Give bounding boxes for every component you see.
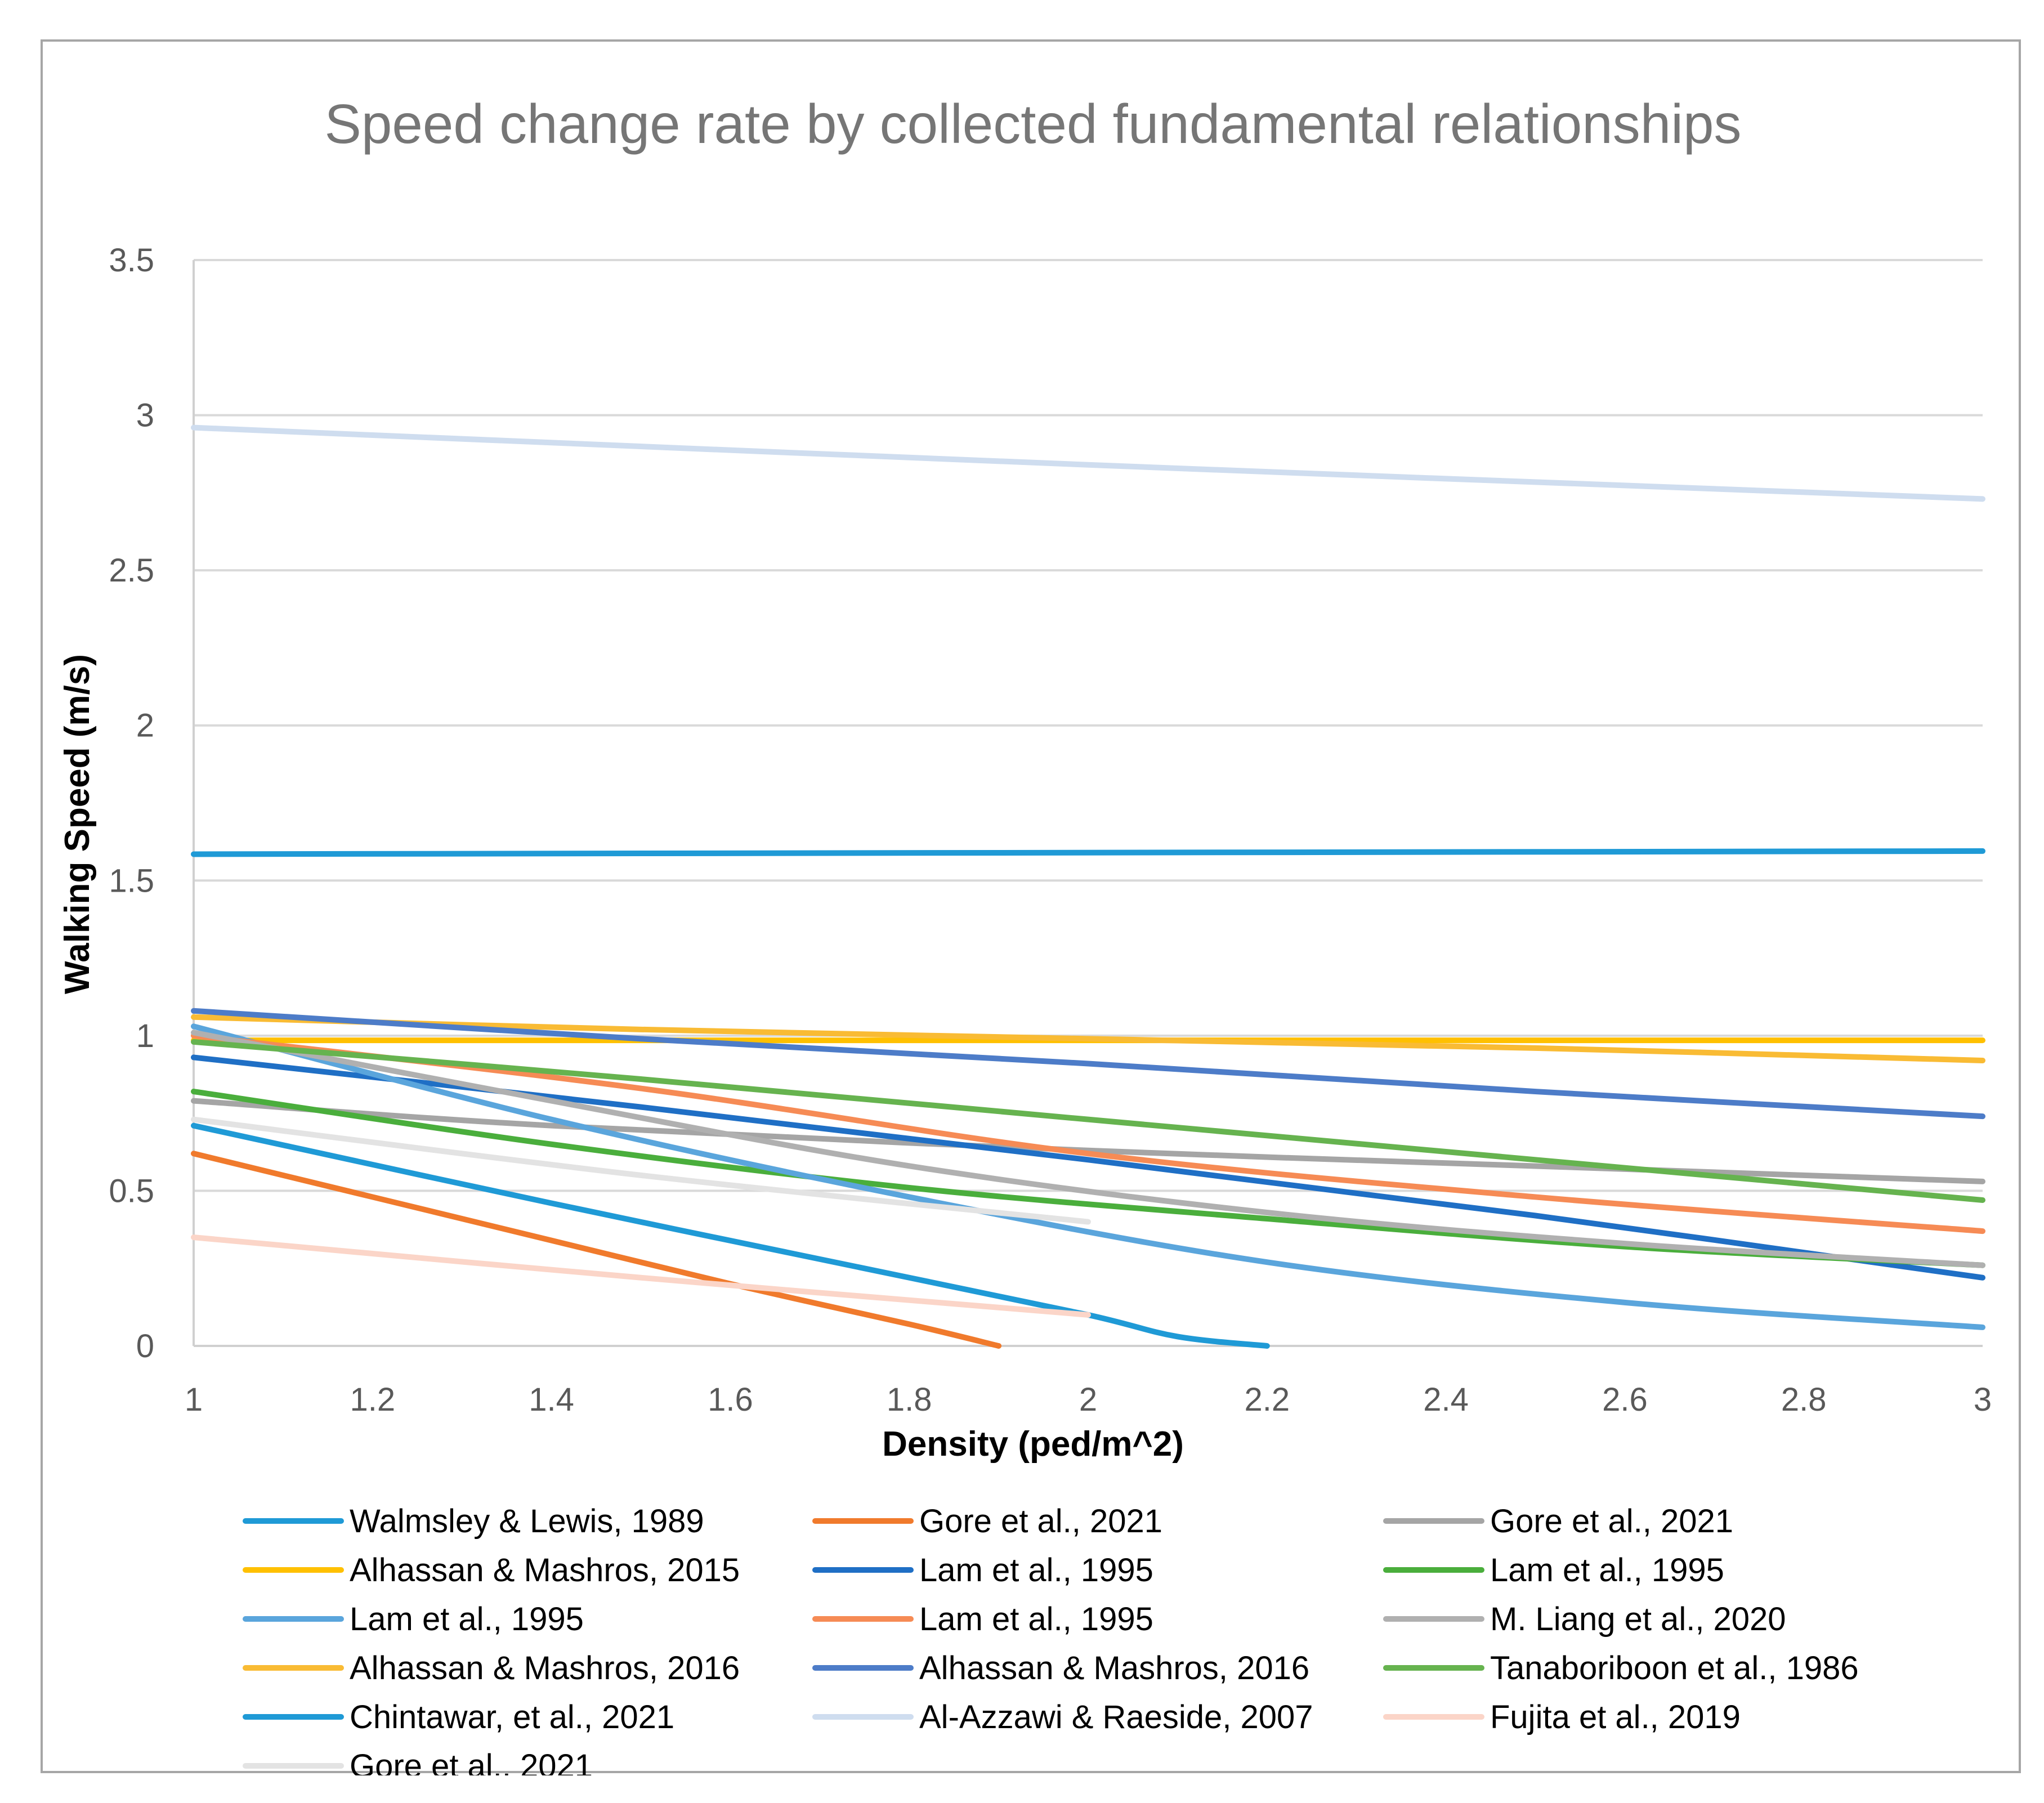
legend-item: Fujita et al., 2019 bbox=[1383, 1699, 1741, 1735]
series-line-2 bbox=[191, 1151, 1002, 1349]
y-axis-ticks: 0 0.5 1 1.5 2 2.5 3 3.5 bbox=[109, 242, 154, 1364]
legend-item: Gore et al., 2021 bbox=[812, 1503, 1162, 1540]
x-tick-label: 2.8 bbox=[1781, 1381, 1827, 1418]
series-line-1 bbox=[191, 848, 1985, 857]
legend-label: Alhassan & Mashros, 2016 bbox=[350, 1650, 740, 1686]
x-tick-label: 2.4 bbox=[1423, 1381, 1469, 1418]
series-line-8 bbox=[191, 1032, 1985, 1234]
series-line-11 bbox=[191, 1008, 1985, 1120]
legend-label: Alhassan & Mashros, 2015 bbox=[350, 1552, 740, 1589]
y-tick-label: 3.5 bbox=[109, 242, 154, 279]
x-axis-title: Density (ped/m^2) bbox=[882, 1425, 1184, 1464]
chart-frame: Speed change rate by collected fundament… bbox=[41, 39, 2021, 1775]
legend-item: Gore et al., 2021 bbox=[1383, 1503, 1733, 1540]
legend-item: Lam et al., 1995 bbox=[1383, 1552, 1724, 1589]
legend-label: Lam et al., 1995 bbox=[1490, 1552, 1724, 1589]
y-axis-title: Walking Speed (m/s) bbox=[58, 654, 97, 994]
legend-label: Fujita et al., 2019 bbox=[1490, 1699, 1741, 1735]
series-line-9 bbox=[191, 1030, 1985, 1268]
x-tick-label: 1.4 bbox=[529, 1381, 574, 1418]
legend-item: Lam et al., 1995 bbox=[812, 1601, 1153, 1638]
legend-item: M. Liang et al., 2020 bbox=[1383, 1601, 1786, 1638]
legend-item: Alhassan & Mashros, 2015 bbox=[243, 1552, 740, 1589]
y-tick-label: 1.5 bbox=[109, 862, 154, 899]
x-tick-label: 2 bbox=[1079, 1381, 1097, 1418]
x-tick-label: 1.2 bbox=[350, 1381, 395, 1418]
legend-item: Gore et al., 2021 bbox=[243, 1748, 593, 1775]
series-line-14 bbox=[191, 424, 1985, 502]
x-tick-label: 1.8 bbox=[887, 1381, 932, 1418]
y-tick-label: 1 bbox=[136, 1018, 154, 1054]
gridlines bbox=[194, 259, 1983, 1192]
chart-svg: Speed change rate by collected fundament… bbox=[58, 93, 1992, 1775]
series-line-3 bbox=[191, 1098, 1985, 1184]
legend-item: Lam et al., 1995 bbox=[812, 1552, 1153, 1589]
legend-item: Alhassan & Mashros, 2016 bbox=[812, 1650, 1309, 1686]
legend-label: Gore et al., 2021 bbox=[350, 1748, 593, 1775]
legend-item: Lam et al., 1995 bbox=[243, 1601, 584, 1638]
legend-item: Alhassan & Mashros, 2016 bbox=[243, 1650, 740, 1686]
legend-label: Gore et al., 2021 bbox=[919, 1503, 1162, 1540]
y-tick-label: 2 bbox=[136, 708, 154, 744]
series-line-12 bbox=[191, 1039, 1985, 1203]
legend-label: Alhassan & Mashros, 2016 bbox=[919, 1650, 1309, 1686]
series-line-16 bbox=[191, 1116, 1091, 1225]
legend: Walmsley & Lewis, 1989 Gore et al., 2021 G… bbox=[243, 1503, 1859, 1775]
series-line-5 bbox=[191, 1054, 1985, 1281]
y-tick-label: 0.5 bbox=[109, 1173, 154, 1209]
x-tick-label: 2.2 bbox=[1244, 1381, 1290, 1418]
series-line-15 bbox=[191, 1234, 1091, 1318]
series-line-10 bbox=[191, 1014, 1985, 1063]
legend-label: Tanaboriboon et al., 1986 bbox=[1490, 1650, 1859, 1686]
legend-item: Al-Azzawi & Raeside, 2007 bbox=[812, 1699, 1313, 1735]
y-tick-label: 0 bbox=[136, 1328, 154, 1364]
x-axis-ticks: 1 1.2 1.4 1.6 1.8 2 2.2 2.4 2.6 2.8 3 bbox=[185, 1381, 1992, 1418]
x-tick-label: 1.6 bbox=[708, 1381, 753, 1418]
legend-label: Lam et al., 1995 bbox=[919, 1552, 1153, 1589]
legend-item: Tanaboriboon et al., 1986 bbox=[1383, 1650, 1859, 1686]
y-tick-label: 3 bbox=[136, 397, 154, 434]
series-line-13 bbox=[191, 1122, 1270, 1349]
x-tick-label: 2.6 bbox=[1602, 1381, 1648, 1418]
legend-label: Lam et al., 1995 bbox=[919, 1601, 1153, 1638]
legend-label: M. Liang et al., 2020 bbox=[1490, 1601, 1786, 1638]
legend-label: Gore et al., 2021 bbox=[1490, 1503, 1733, 1540]
series-line-7 bbox=[191, 1023, 1985, 1330]
legend-label: Al-Azzawi & Raeside, 2007 bbox=[919, 1699, 1313, 1735]
y-tick-label: 2.5 bbox=[109, 552, 154, 589]
legend-item: Walmsley & Lewis, 1989 bbox=[243, 1503, 704, 1540]
legend-label: Walmsley & Lewis, 1989 bbox=[350, 1503, 704, 1540]
chart-title: Speed change rate by collected fundament… bbox=[325, 93, 1742, 155]
legend-label: Chintawar, et al., 2021 bbox=[350, 1699, 674, 1735]
data-series bbox=[191, 424, 1985, 1349]
legend-label: Lam et al., 1995 bbox=[350, 1601, 584, 1638]
x-tick-label: 3 bbox=[1974, 1381, 1992, 1418]
legend-item: Chintawar, et al., 2021 bbox=[243, 1699, 674, 1735]
x-tick-label: 1 bbox=[185, 1381, 203, 1418]
